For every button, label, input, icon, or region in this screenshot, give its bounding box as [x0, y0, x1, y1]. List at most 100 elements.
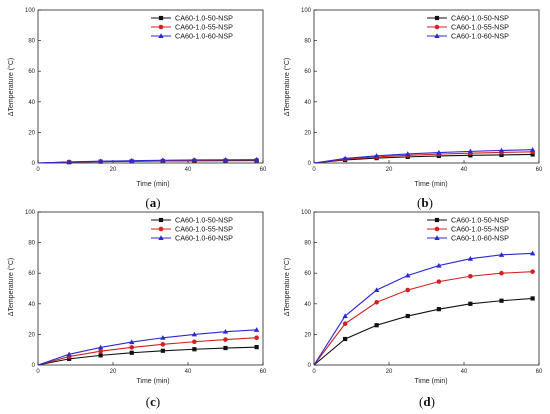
panel-c-xtick-label: 40 [185, 369, 192, 375]
panel-c-series-1-line [37, 346, 257, 366]
panel-d-series-3-point [498, 252, 505, 257]
panel-c-ytick-label: 100 [25, 210, 36, 216]
panel-a-ytick-label: 40 [28, 100, 35, 106]
panel-a-ytick-label: 100 [25, 8, 36, 14]
panel-b-legend-label-1: CA60-1.0-50-NSP [451, 14, 509, 23]
panel-c-ylabel: ΔTemperature (°C) [7, 258, 15, 316]
panel-b-ytick-label: 60 [304, 69, 311, 75]
panel-b-axes: 0 20 40 60 80 100 0 20 40 60 [301, 8, 543, 173]
panel-c-legend: CA60-1.0-50-NSPCA60-1.0-55-NSPCA60-1.0-6… [147, 214, 261, 244]
panel-a: 0 20 40 60 80 100 0 20 40 60 Time (min) ΔTemperat… [7, 8, 267, 210]
panel-a-legend-marker-3 [158, 33, 164, 39]
panel-d-series-1-point [499, 298, 504, 303]
panel-c-legend-marker-1 [158, 217, 164, 223]
panel-d-ytick-label: 40 [304, 302, 311, 308]
panel-d-series-3-point [405, 272, 411, 278]
panel-d-series-2-point [499, 270, 504, 276]
panel-c-xlabel: Time (min) [136, 378, 169, 385]
panel-d-legend-label-1: CA60-1.0-50-NSP [451, 216, 509, 225]
panel-a-marks [37, 156, 260, 165]
panel-b-xlabel: Time (min) [414, 181, 447, 188]
panel-b-series-3-line [313, 149, 533, 164]
panel-d-series-1-point [343, 336, 348, 342]
panel-a-legend-marker-1 [158, 15, 164, 21]
panel-d-series-1-point [436, 307, 441, 312]
panel-d-xtick-label: 20 [386, 369, 393, 375]
panel-d-ytick-label: 60 [304, 271, 311, 277]
panel-c-series-2-point [98, 348, 103, 354]
panel-d-series-1-line [313, 297, 533, 366]
panel-c: 0 20 40 60 80 100 0 20 40 60 Time (min) ΔTemperat… [7, 210, 267, 409]
panel-c-series-2-point [223, 337, 228, 342]
panel-a-legend-label-2: CA60-1.0-55-NSP [175, 23, 233, 32]
panel-b-legend-label-3: CA60-1.0-60-NSP [451, 32, 509, 41]
panel-a-legend-label-1: CA60-1.0-50-NSP [175, 14, 233, 23]
panel-d-legend-marker-3 [434, 235, 440, 241]
panel-b: 0 20 40 60 80 100 0 20 40 60 Time (min) ΔTemperat… [283, 8, 543, 210]
panel-c-series-3-point [66, 351, 72, 357]
panel-c-ytick-label: 40 [28, 302, 35, 308]
panel-a-xlabel: Time (min) [136, 181, 169, 188]
panel-c-legend-label-3: CA60-1.0-60-NSP [175, 234, 233, 243]
panel-d-ytick-label: 0 [308, 363, 312, 369]
panel-c-marks [37, 327, 260, 366]
panel-d-series-3-point [529, 250, 536, 256]
panel-b-series-2-line [313, 151, 533, 164]
panel-c-series-3-point [253, 327, 260, 332]
panel-d-frame [313, 211, 540, 366]
panel-a-ytick-label: 0 [32, 161, 36, 167]
panel-c-series-2-point [160, 342, 166, 347]
panel-c-legend-label-1: CA60-1.0-50-NSP [175, 216, 233, 225]
panel-d-legend-label-3: CA60-1.0-60-NSP [451, 234, 509, 243]
panel-a-series-3-point [253, 156, 260, 162]
panel-d-series-1-point [405, 313, 410, 319]
panel-b-legend: CA60-1.0-50-NSPCA60-1.0-55-NSPCA60-1.0-6… [423, 12, 537, 42]
panel-d-series-3-line [313, 252, 533, 366]
panel-b-marks [313, 146, 536, 164]
panel-b-series-3-point [498, 147, 505, 153]
panel-b-legend-label-2: CA60-1.0-55-NSP [451, 23, 509, 32]
panel-a-series-3-point [66, 159, 72, 164]
panel-b-series-3-point [405, 151, 411, 156]
panel-c-ytick-label: 60 [28, 271, 35, 277]
panel-c-series-1-point [192, 347, 197, 352]
panel-b-ytick-label: 40 [304, 100, 311, 106]
panel-b-series-3-point [373, 153, 380, 158]
panel-c-xtick-label: 60 [260, 369, 267, 375]
panel-d-ylabel: ΔTemperature (°C) [283, 258, 291, 316]
panel-d-legend: CA60-1.0-50-NSPCA60-1.0-55-NSPCA60-1.0-6… [423, 214, 537, 244]
panel-c-series-3-point [222, 328, 229, 334]
panel-c-ytick-label: 20 [28, 332, 35, 338]
panel-a-xtick-label: 40 [185, 167, 192, 173]
panel-b-ylabel: ΔTemperature (°C) [283, 58, 291, 116]
panel-c-legend-label-2: CA60-1.0-55-NSP [175, 225, 233, 234]
panel-b-legend-marker-2 [434, 24, 440, 30]
panel-c-series-3-point [129, 339, 135, 345]
panel-c-series-3-point [191, 331, 198, 337]
panel-d-series-3-point [342, 313, 348, 319]
panel-d-xtick-label: 0 [312, 369, 316, 375]
panel-d-marks [313, 250, 536, 366]
panel-b-legend-marker-3 [434, 33, 440, 39]
panel-a-ytick-label: 60 [28, 69, 35, 75]
panel-d-legend-marker-2 [434, 226, 440, 232]
panel-d-series-2-point [468, 273, 473, 279]
panel-c-ytick-label: 80 [28, 241, 35, 247]
panel-d-ytick-label: 20 [304, 332, 311, 338]
panel-a-series-3-point [160, 157, 166, 163]
panel-d-series-2-point [374, 299, 379, 305]
panel-b-series-3-point [342, 155, 348, 161]
panel-c-series-1-point [98, 353, 103, 358]
panel-b-xtick-label: 60 [536, 167, 543, 173]
panel-c-series-1-point [129, 350, 134, 355]
panel-b-label: (b) [417, 195, 433, 210]
panel-d-xtick-label: 40 [461, 369, 468, 375]
panel-a-frame [37, 9, 264, 164]
panel-a-series-3-point [97, 158, 104, 164]
panel-d-series-1-point [468, 301, 473, 306]
panel-c-series-2-point [129, 345, 135, 350]
panel-b-xtick-label: 40 [461, 167, 468, 173]
panel-c-legend-marker-3 [158, 235, 164, 241]
panel-c-series-1-point [160, 348, 165, 353]
